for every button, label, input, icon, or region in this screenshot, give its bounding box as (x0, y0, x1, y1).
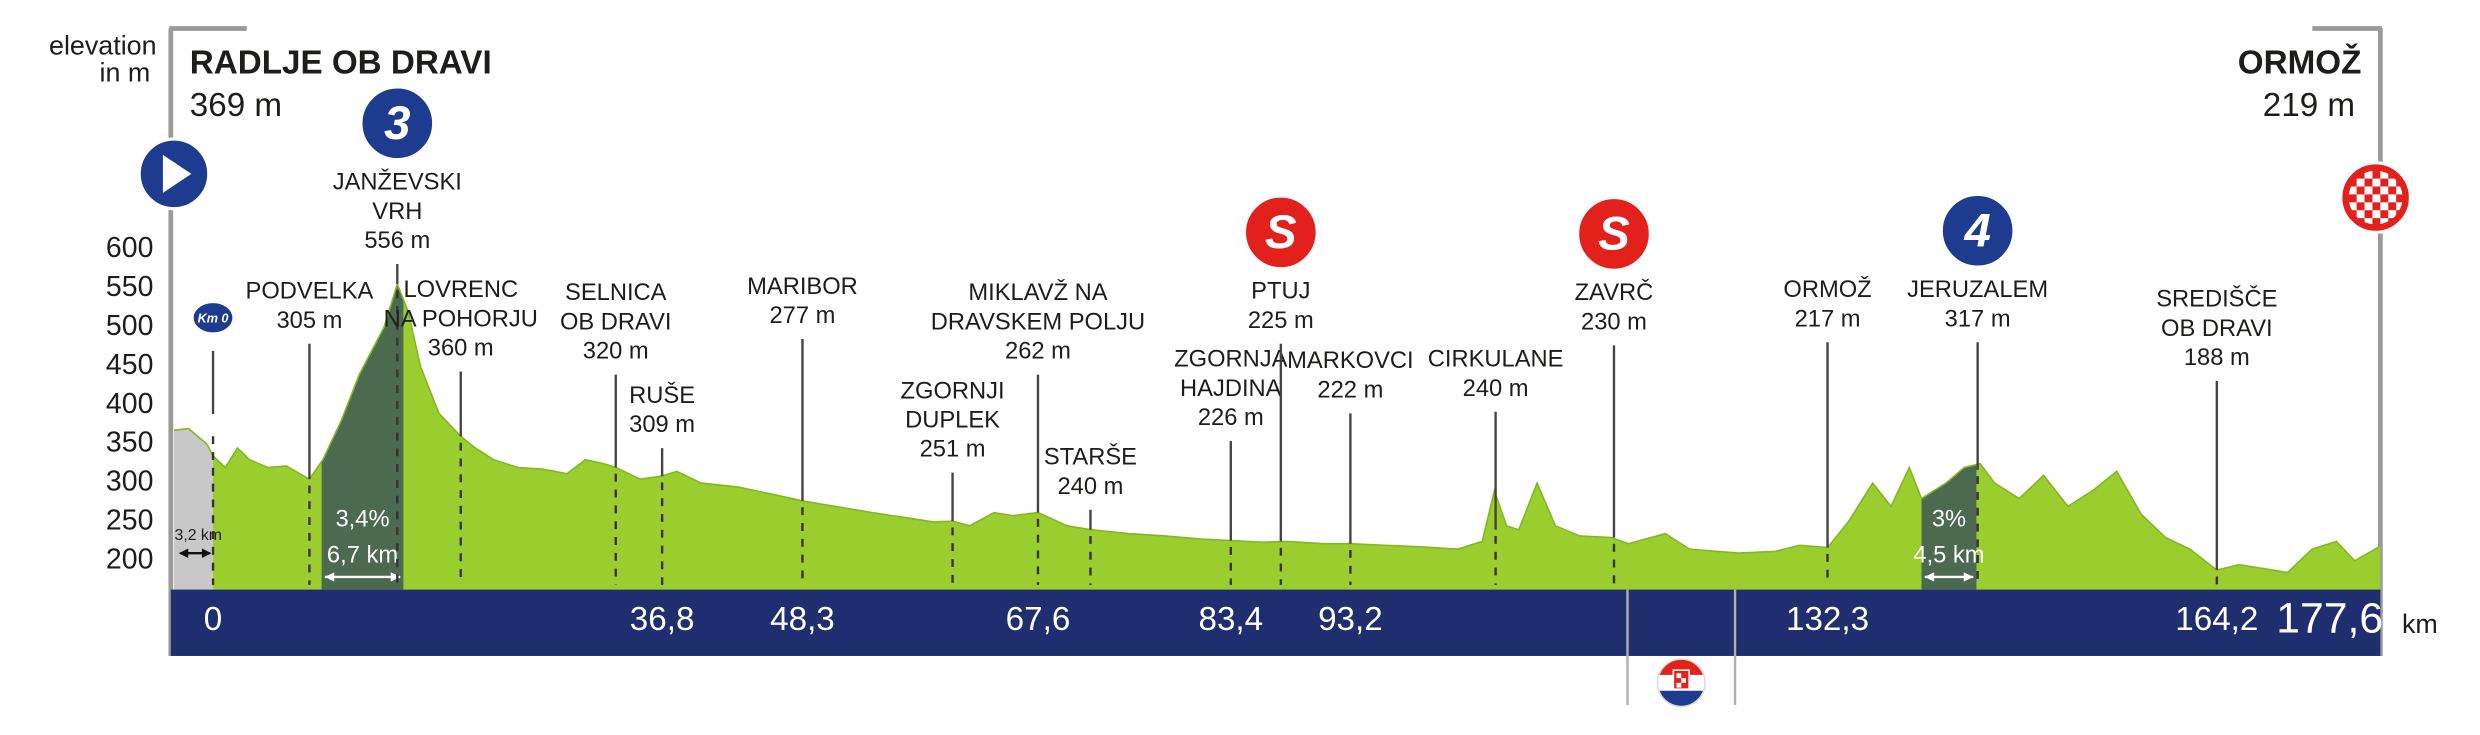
landmark-name: MARIBOR (747, 274, 858, 300)
landmark-elevation: 222 m (1317, 377, 1383, 403)
x-tick-label: 164,2 (2175, 601, 2258, 638)
landmark-elevation: 556 m (364, 228, 430, 254)
landmark-name: SREDIŠČE (2156, 285, 2277, 313)
landmark-elevation: 230 m (1581, 310, 1647, 336)
landmark-name: OB DRAVI (2161, 316, 2273, 342)
landmark-name: DRAVSKEM POLJU (931, 310, 1145, 336)
climb-gradient: 3,4% (335, 506, 389, 532)
neutral-label: 3,2 km (175, 527, 222, 544)
y-tick-label: 350 (106, 427, 153, 459)
x-tick-label: 93,2 (1318, 601, 1383, 638)
x-tick-label: 177,6 (2276, 594, 2383, 642)
landmark-name: HAJDINA (1180, 376, 1282, 402)
landmark-name: MARKOVCI (1287, 348, 1413, 374)
finish-elevation: 219 m (2263, 87, 2355, 124)
landmark-name: ORMOŽ (1783, 276, 1871, 303)
landmark-name: JERUZALEM (1907, 277, 2048, 303)
landmark-icon-text: 3 (384, 97, 410, 150)
landmark-name: DUPLEK (905, 408, 1000, 434)
x-tick-label: 132,3 (1786, 601, 1869, 638)
profile-area (173, 283, 2381, 590)
landmark-elevation: 320 m (583, 339, 649, 365)
landmark-elevation: 188 m (2184, 345, 2250, 371)
x-tick-label: 36,8 (630, 601, 695, 638)
y-tick-label: 450 (106, 349, 153, 381)
x-unit: km (2402, 609, 2438, 639)
landmark-icon (1576, 196, 1652, 272)
km0-text: Km 0 (198, 312, 229, 326)
landmark-icon-text: 4 (1963, 204, 1990, 257)
landmark-elevation: 317 m (1945, 306, 2011, 332)
km0-badge (191, 300, 235, 335)
y-tick-label: 300 (106, 466, 153, 498)
landmark-elevation: 262 m (1005, 339, 1071, 365)
start-elevation: 369 m (190, 87, 282, 124)
landmark-name: NA POHORJU (384, 306, 538, 332)
start-name: RADLJE OB DRAVI (190, 45, 492, 82)
landmark-icon-text: S (1598, 208, 1630, 261)
landmark-icon-text: S (1265, 206, 1297, 259)
landmark-icon (1242, 194, 1319, 271)
landmark-elevation: 225 m (1248, 308, 1314, 334)
landmark-name: OB DRAVI (560, 310, 672, 336)
landmark-elevation: 360 m (428, 336, 494, 362)
landmark-elevation: 226 m (1198, 405, 1264, 431)
landmark-icon (359, 85, 436, 162)
landmark-elevation: 309 m (629, 412, 695, 438)
landmark-name: RUŠE (629, 381, 695, 409)
landmark-name: PTUJ (1251, 279, 1310, 305)
landmark-name: VRH (372, 199, 422, 225)
landmark-name: PODVELKA (246, 279, 374, 305)
finish-name: ORMOŽ (2238, 44, 2362, 82)
landmark-name: ZAVRČ (1575, 278, 1654, 306)
croatia-flag (1657, 659, 1705, 707)
landmark-name: LOVRENC (403, 277, 518, 303)
x-tick-label: 83,4 (1198, 601, 1263, 638)
neutral-arrowhead (178, 548, 212, 558)
y-tick-label: 200 (106, 543, 153, 575)
x-tick-label: 67,6 (1006, 601, 1071, 638)
y-tick-label: 600 (106, 232, 153, 264)
landmark-elevation: 251 m (920, 437, 986, 463)
profile-line (173, 281, 2381, 574)
flag-ring (1656, 658, 1706, 708)
landmark-elevation: 240 m (1058, 474, 1124, 500)
climb-length: 4,5 km (1913, 543, 1984, 569)
y-tick-label: 550 (106, 271, 153, 303)
landmark-name: ZGORNJA (1174, 347, 1287, 373)
distance-band (170, 589, 2381, 656)
landmark-name: ZGORNJI (901, 378, 1005, 404)
landmark-name: STARŠE (1044, 443, 1137, 471)
landmark-name: MIKLAVŽ NA (968, 279, 1107, 306)
y-axis-label: elevation (49, 31, 157, 61)
landmark-name: CIRKULANE (1428, 347, 1564, 373)
landmark-elevation: 305 m (276, 308, 342, 334)
climb-gradient: 3% (1932, 506, 1966, 532)
landmark-elevation: 277 m (769, 303, 835, 329)
start-arrow (162, 154, 192, 193)
landmark-elevation: 240 m (1463, 376, 1529, 402)
y-tick-label: 500 (106, 310, 153, 342)
landmark-name: SELNICA (565, 280, 667, 306)
y-tick-label: 250 (106, 504, 153, 536)
x-tick-label: 48,3 (770, 601, 835, 638)
landmark-icon (1939, 192, 2016, 269)
climb-length: 6,7 km (327, 543, 398, 569)
landmark-name: JANŽEVSKI (333, 169, 462, 196)
y-tick-label: 400 (106, 388, 153, 420)
x-tick-label: 0 (204, 601, 222, 638)
landmark-elevation: 217 m (1795, 306, 1861, 332)
y-axis-label: in m (99, 57, 150, 87)
